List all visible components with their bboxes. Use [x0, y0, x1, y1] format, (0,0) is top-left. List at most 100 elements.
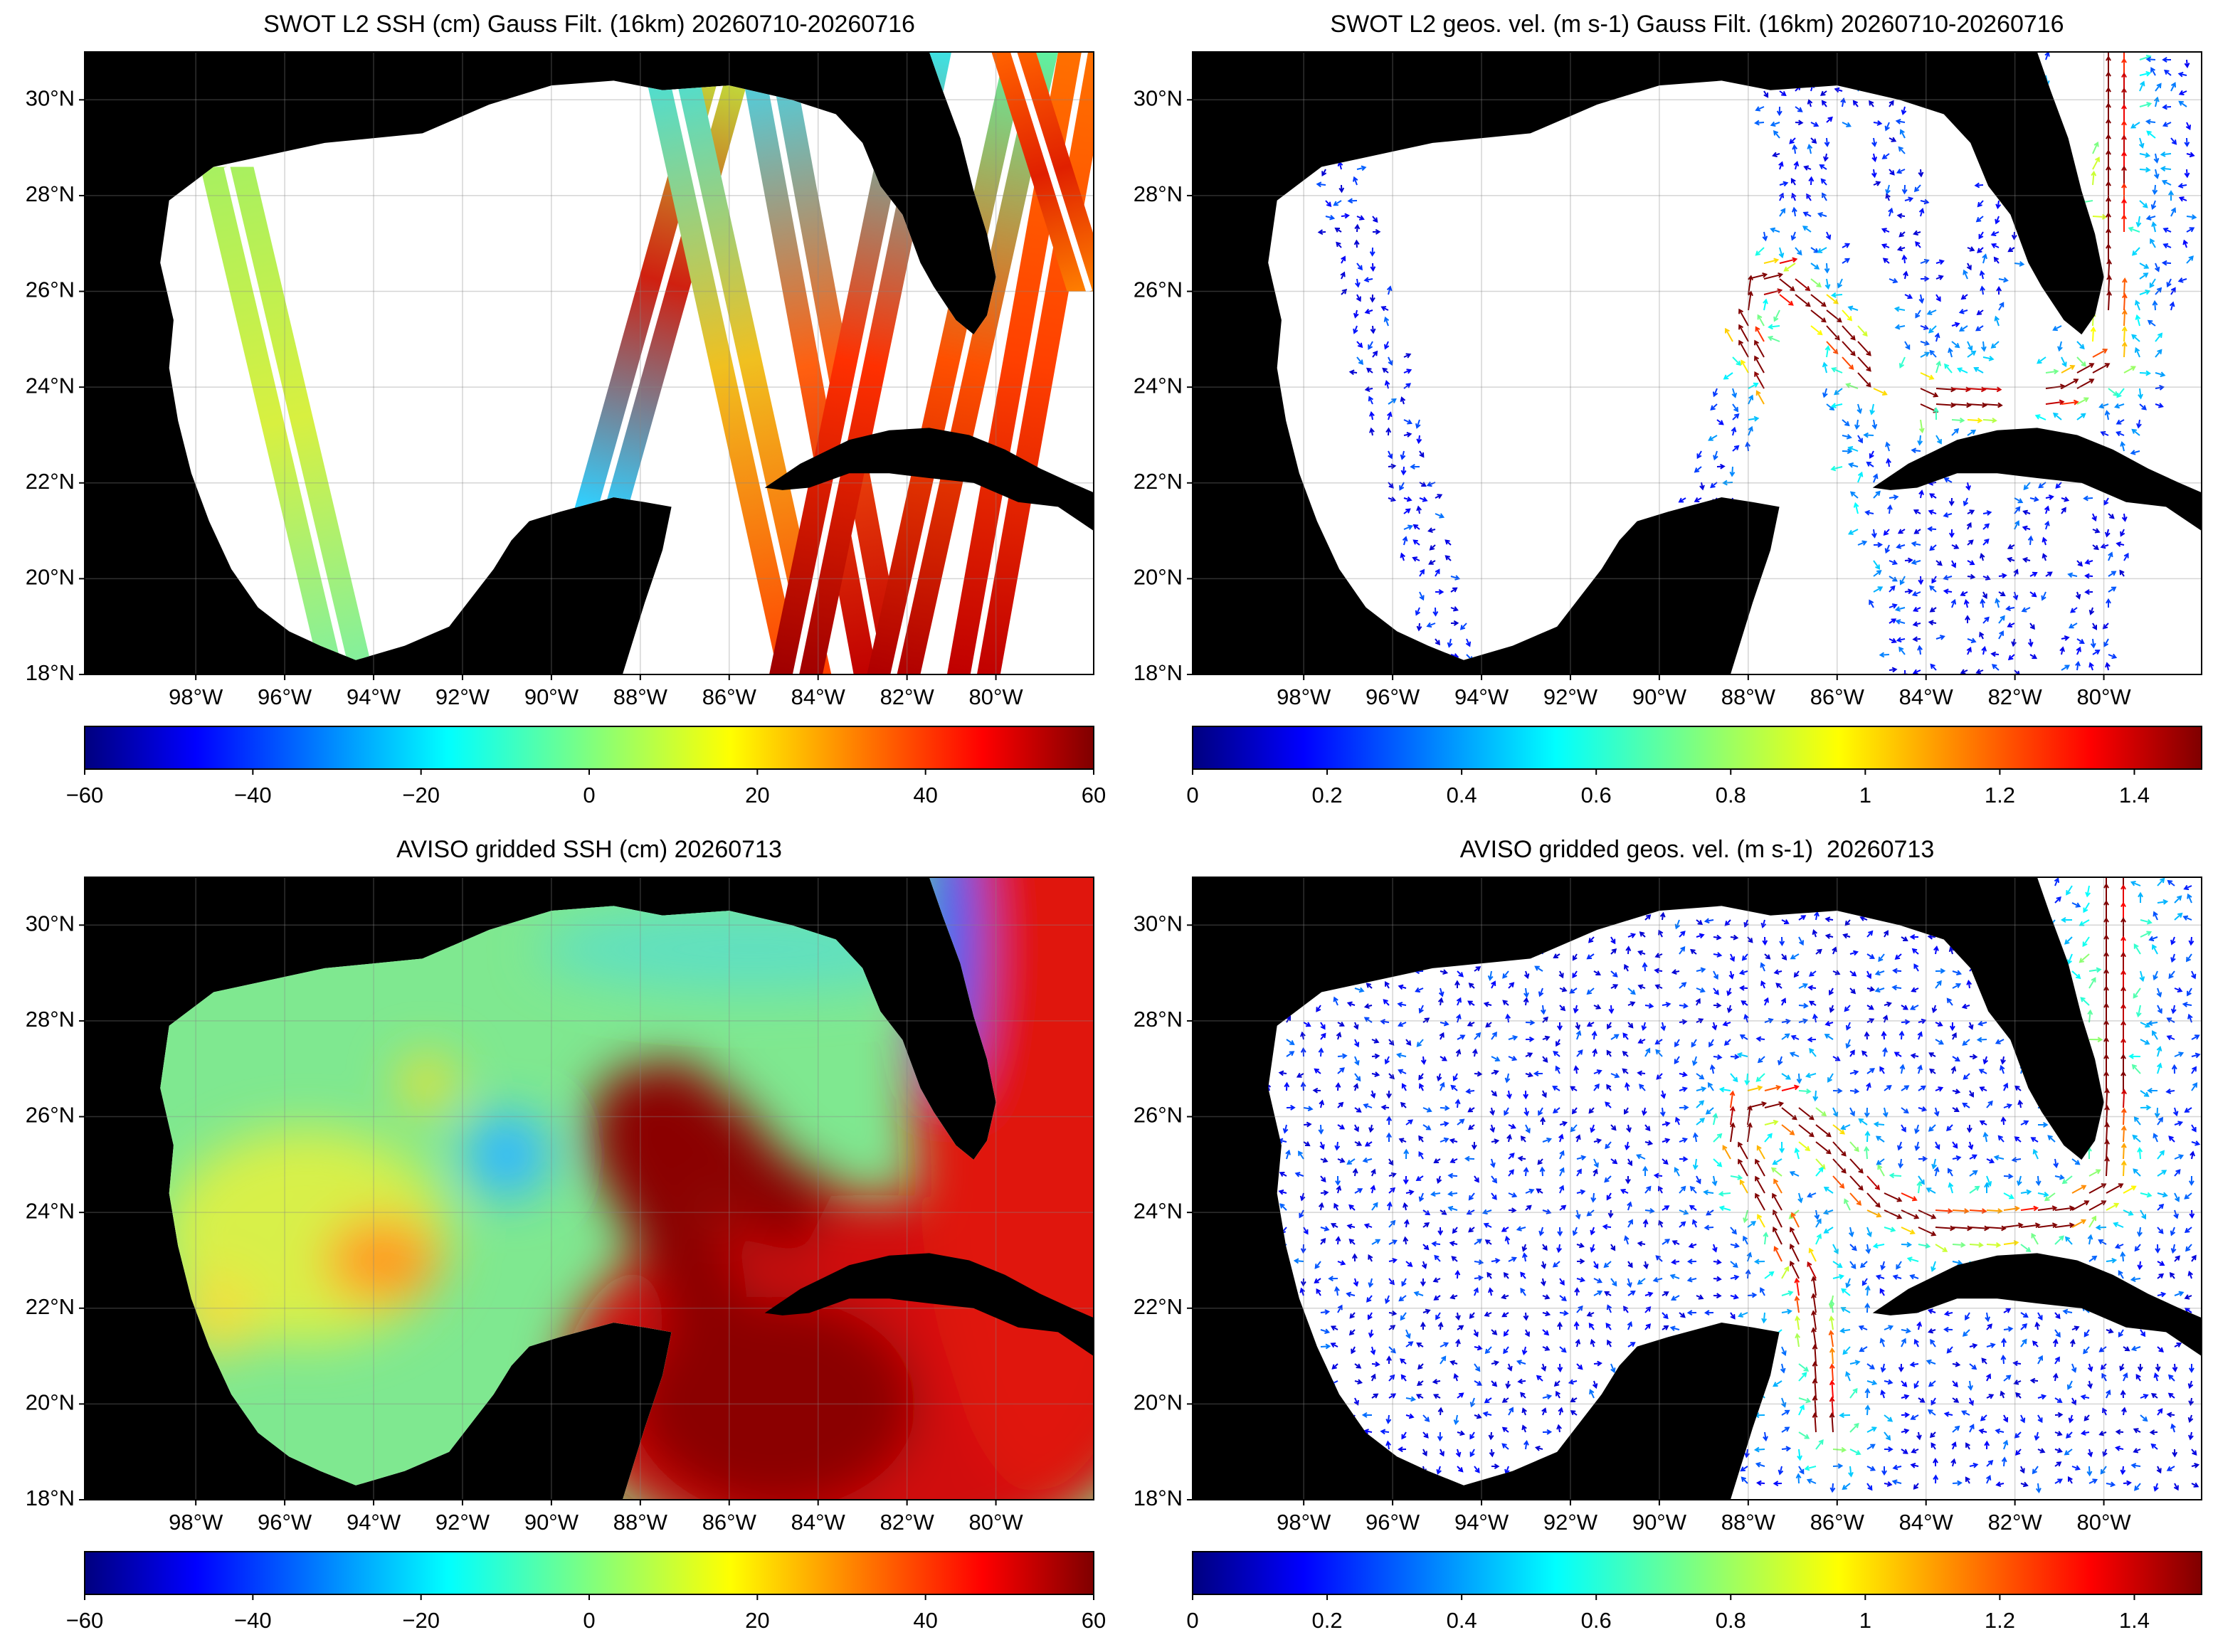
velocity-arrow	[1822, 1209, 1834, 1215]
velocity-arrow	[1678, 497, 1686, 503]
velocity-arrow	[1440, 1209, 1447, 1215]
velocity-arrow	[1447, 638, 1453, 648]
velocity-arrow	[2044, 1192, 2056, 1202]
velocity-arrow	[1662, 1002, 1671, 1007]
velocity-arrow	[2116, 541, 2125, 547]
velocity-arrow	[2106, 1257, 2118, 1264]
velocity-arrow	[1440, 1342, 1449, 1347]
velocity-arrow	[2133, 943, 2141, 955]
velocity-arrow	[2166, 278, 2172, 288]
velocity-arrow	[2080, 1394, 2090, 1400]
velocity-arrow	[1832, 1158, 1847, 1174]
velocity-arrow	[1505, 1013, 1511, 1023]
velocity-arrow	[2140, 918, 2153, 925]
velocity-arrow	[2120, 1107, 2127, 1126]
velocity-arrow	[1303, 1121, 1312, 1128]
velocity-arrow	[1574, 1287, 1580, 1296]
velocity-arrow	[1901, 184, 1908, 195]
velocity-arrow	[1969, 1225, 1990, 1232]
velocity-arrow	[2170, 953, 2176, 963]
velocity-arrow	[1590, 1227, 1595, 1236]
velocity-arrow	[1400, 466, 1407, 476]
velocity-arrow	[2067, 1380, 2073, 1390]
velocity-arrow	[2157, 1227, 2164, 1234]
velocity-arrow	[1591, 1030, 1597, 1040]
velocity-arrow	[2080, 1430, 2090, 1436]
velocity-arrow	[1723, 1039, 1731, 1046]
velocity-arrow	[2055, 482, 2062, 489]
lon-tick-label: 84°W	[791, 684, 846, 709]
velocity-arrow	[2140, 1192, 2153, 1198]
velocity-arrow	[1694, 466, 1702, 473]
velocity-arrow	[1449, 1293, 1458, 1300]
velocity-arrow	[1913, 184, 1921, 193]
velocity-arrow	[1440, 1081, 1445, 1091]
velocity-arrow	[1506, 1133, 1512, 1143]
velocity-arrow	[1849, 1175, 1864, 1191]
velocity-arrow	[1679, 1086, 1688, 1092]
velocity-arrow	[1968, 1141, 1974, 1150]
velocity-arrow	[1675, 1116, 1681, 1126]
velocity-arrow	[2137, 1227, 2143, 1237]
velocity-arrow	[1337, 1022, 1345, 1027]
velocity-arrow	[2000, 1390, 2005, 1399]
velocity-arrow	[1815, 1218, 1822, 1228]
velocity-arrow	[1416, 1342, 1424, 1347]
velocity-arrow	[2121, 277, 2128, 295]
velocity-arrow	[2087, 1363, 2093, 1372]
velocity-arrow	[1504, 1073, 1511, 1084]
velocity-arrow	[2038, 482, 2046, 489]
cuba	[1872, 428, 2202, 531]
velocity-arrow	[1364, 1141, 1373, 1147]
velocity-arrow	[1918, 1227, 1937, 1237]
velocity-arrow	[1711, 1175, 1718, 1187]
lat-tick-label: 26°N	[26, 277, 75, 302]
velocity-arrow	[1593, 1069, 1602, 1075]
velocity-arrow	[1889, 277, 1898, 284]
velocity-arrow	[2185, 1244, 2192, 1252]
velocity-arrow	[2131, 334, 2140, 342]
velocity-arrow	[1881, 1030, 1887, 1040]
velocity-arrow	[2054, 1478, 2063, 1484]
velocity-arrow	[1558, 1133, 1564, 1143]
velocity-arrow	[2131, 428, 2140, 436]
velocity-arrow	[1708, 1039, 1714, 1048]
velocity-arrow	[1656, 1073, 1663, 1080]
velocity-arrow	[1620, 1189, 1629, 1195]
velocity-arrow	[1696, 1100, 1705, 1108]
velocity-arrow	[2154, 1107, 2160, 1118]
velocity-arrow	[1881, 1466, 1887, 1476]
velocity-arrow	[1718, 1191, 1731, 1197]
velocity-arrow	[1748, 425, 1753, 436]
velocity-arrow	[1436, 1466, 1442, 1475]
velocity-arrow	[1593, 1278, 1603, 1283]
lat-tick-label: 22°N	[26, 469, 75, 494]
velocity-arrow	[2120, 1389, 2126, 1399]
velocity-arrow	[1503, 1346, 1509, 1355]
velocity-arrow	[2133, 1428, 2141, 1434]
velocity-arrow	[2118, 1329, 2124, 1338]
velocity-arrow	[1400, 450, 1406, 460]
velocity-arrow	[1967, 509, 1975, 515]
velocity-arrow	[2128, 1053, 2141, 1059]
velocity-arrow	[1826, 116, 1833, 123]
velocity-arrow	[1931, 1005, 1938, 1014]
velocity-arrow	[2166, 1412, 2175, 1418]
lon-tick-label: 94°W	[1454, 1510, 1509, 1535]
velocity-arrow	[1830, 465, 1843, 472]
velocity-arrow	[1738, 1312, 1748, 1318]
velocity-arrow	[1952, 1155, 1962, 1161]
velocity-arrow	[1337, 1067, 1345, 1074]
velocity-arrow	[1520, 1135, 1526, 1143]
colorbar-tick-label: 60	[1082, 783, 1106, 808]
velocity-arrow	[1789, 1171, 1800, 1177]
velocity-arrow	[1558, 1185, 1565, 1194]
velocity-arrow	[1969, 1170, 1978, 1177]
velocity-arrow	[1386, 1132, 1392, 1142]
velocity-arrow	[1792, 144, 1798, 154]
velocity-arrow	[1979, 553, 1985, 561]
velocity-arrow	[1320, 1309, 1331, 1315]
velocity-arrow	[1849, 1088, 1860, 1094]
velocity-arrow	[2120, 1037, 2126, 1057]
velocity-arrow	[2174, 912, 2183, 921]
